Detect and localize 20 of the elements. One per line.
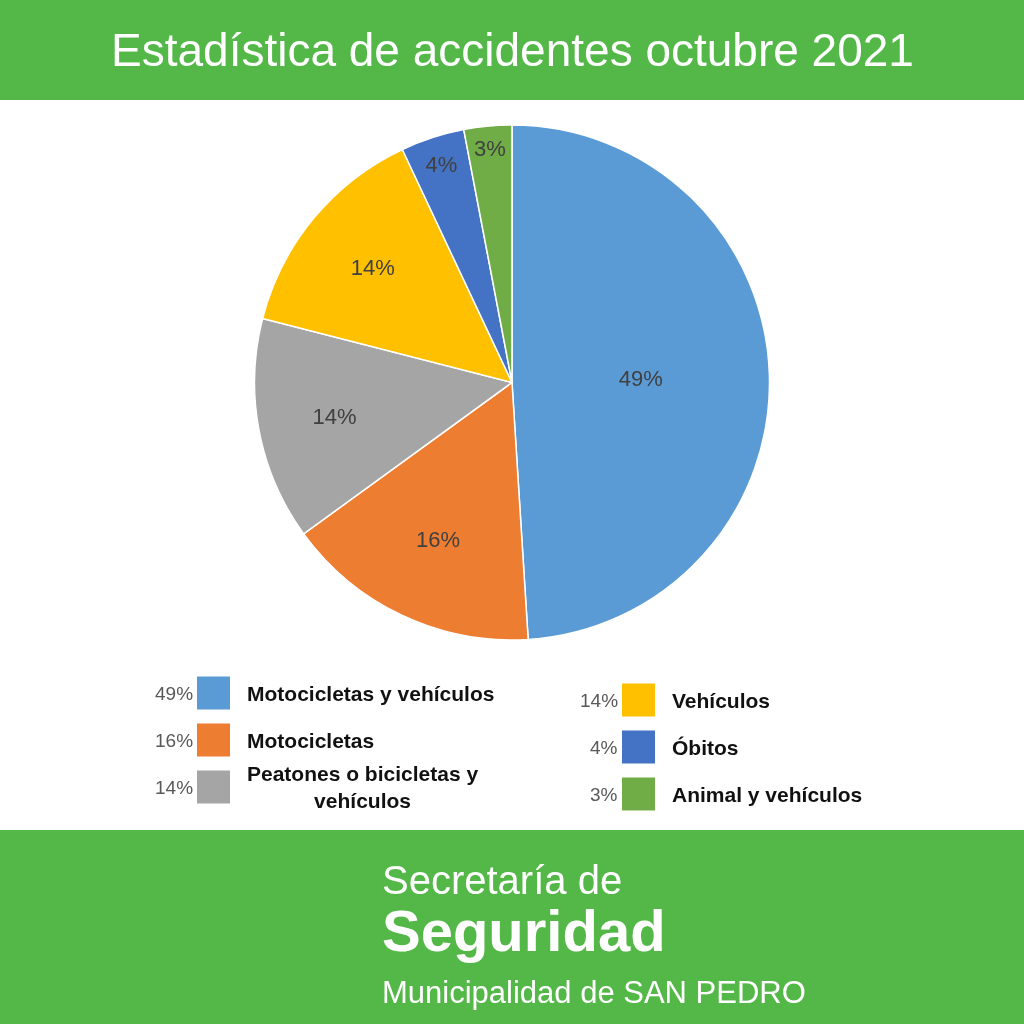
- text: 14%: [580, 690, 619, 711]
- data-label: 4%: [425, 152, 458, 178]
- data-label: 49%: [618, 365, 663, 391]
- data-label: 14%: [350, 254, 395, 280]
- text: 3%: [590, 784, 618, 805]
- legend-label: Animal y vehículos: [672, 783, 863, 806]
- text: Municipalidad de SAN PEDRO: [382, 975, 806, 1010]
- legend-label: Motocicletas: [247, 729, 375, 752]
- text: 4%: [590, 737, 618, 758]
- data-label: 3%: [473, 135, 506, 161]
- text: 16%: [155, 730, 194, 751]
- text: 14%: [155, 777, 194, 798]
- text: 49%: [155, 683, 194, 704]
- chart-title: Estadística de accidentes octubre 2021: [111, 24, 914, 76]
- legend-label: Peatones o bicicletas y vehículos: [247, 762, 479, 813]
- data-label: 16%: [415, 527, 461, 553]
- legend-label: Motocicletas y vehículos: [247, 682, 495, 705]
- legend-label: Óbitos: [672, 736, 739, 759]
- legend-label: Vehículos: [672, 689, 771, 712]
- data-label: 14%: [312, 403, 357, 429]
